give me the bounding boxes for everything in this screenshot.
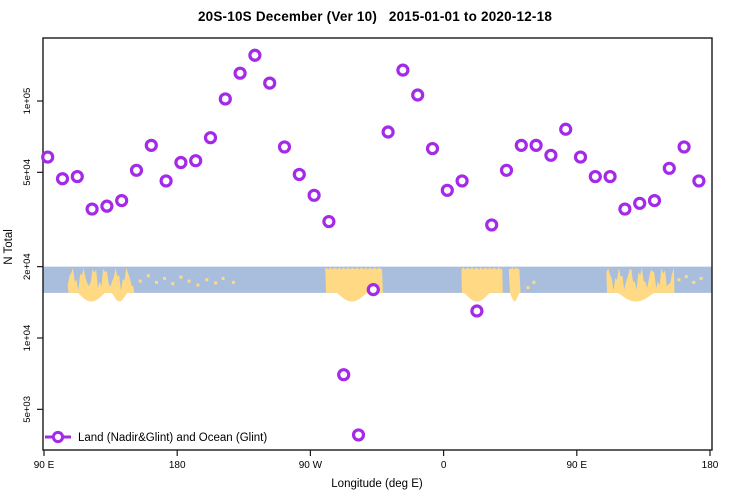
- y-tick-label: 1e+05: [22, 88, 33, 115]
- data-point: [277, 140, 292, 154]
- data-point: [351, 428, 366, 442]
- data-point: [41, 150, 55, 164]
- x-tick-label: 180: [702, 460, 719, 471]
- y-tick-label: 5e+04: [22, 159, 33, 186]
- island-dot: [692, 280, 696, 284]
- data-point: [647, 193, 662, 208]
- data-point: [70, 169, 84, 184]
- data-point: [233, 66, 247, 80]
- data-point: [618, 202, 632, 216]
- data-point: [85, 202, 99, 216]
- data-point: [381, 125, 395, 139]
- island-dot: [163, 276, 167, 280]
- data-point: [292, 167, 306, 182]
- data-point: [485, 218, 499, 232]
- island-dot: [179, 275, 183, 279]
- legend: Land (Nadir&Glint) and Ocean (Glint): [45, 430, 267, 444]
- land-polygon: [508, 267, 521, 302]
- x-tick-label: 90 W: [299, 460, 323, 471]
- data-point: [573, 150, 588, 164]
- x-tick-label: 90 E: [34, 460, 55, 471]
- data-point: [337, 368, 351, 382]
- data-point: [559, 122, 573, 136]
- data-point: [514, 138, 528, 152]
- data-point: [174, 155, 188, 170]
- data-point: [366, 283, 380, 297]
- data-point: [544, 148, 558, 162]
- land-polygon: [325, 267, 383, 302]
- island-dot: [154, 280, 158, 284]
- data-point: [144, 138, 158, 152]
- island-dot: [196, 283, 200, 287]
- data-point: [55, 172, 70, 186]
- x-tick-label: 0: [441, 460, 447, 471]
- data-point: [396, 63, 410, 77]
- x-tick-label: 90 E: [567, 460, 588, 471]
- y-tick-label: 5e+03: [22, 396, 33, 423]
- x-axis-title: Longitude (deg E): [331, 478, 423, 490]
- island-dot: [532, 280, 536, 284]
- y-tick-label: 2e+04: [22, 253, 33, 280]
- island-dot: [677, 278, 681, 282]
- data-point: [588, 169, 602, 184]
- chart-title: 20S-10S December (Ver 10) 2015-01-01 to …: [197, 9, 553, 24]
- island-dot: [526, 286, 530, 290]
- data-point: [411, 88, 425, 102]
- data-point: [455, 174, 469, 188]
- island-dot: [138, 279, 142, 283]
- island-dot: [684, 275, 688, 279]
- island-dot: [214, 281, 218, 285]
- data-point: [692, 174, 706, 188]
- land-polygon: [606, 267, 675, 302]
- island-dot: [146, 274, 150, 278]
- legend-label: Land (Nadir&Glint) and Ocean (Glint): [78, 432, 267, 444]
- island-dot: [171, 282, 175, 286]
- legend-marker-icon: [51, 430, 65, 444]
- data-point: [322, 214, 336, 229]
- data-point: [603, 169, 617, 184]
- data-point: [440, 183, 454, 197]
- data-point: [263, 76, 277, 90]
- data-point: [248, 48, 262, 62]
- data-point: [129, 163, 144, 177]
- data-point: [203, 131, 218, 145]
- y-tick-label: 1e+04: [22, 325, 33, 352]
- island-dot: [187, 279, 191, 283]
- data-point: [307, 188, 321, 202]
- plot-box: [42, 37, 713, 451]
- data-point: [189, 154, 203, 168]
- x-tick-label: 180: [169, 460, 186, 471]
- data-point: [470, 304, 484, 318]
- land-polygon: [461, 267, 503, 302]
- data-point: [159, 174, 173, 188]
- island-dot: [221, 276, 225, 280]
- data-point: [677, 140, 691, 154]
- data-point: [115, 193, 129, 208]
- data-point: [529, 138, 543, 152]
- island-dot: [205, 278, 209, 282]
- y-axis-title: N Total: [3, 229, 15, 265]
- island-dot: [699, 276, 703, 280]
- land-polygon: [67, 267, 135, 302]
- data-point: [218, 92, 232, 106]
- data-point: [499, 163, 514, 177]
- island-dot: [231, 280, 235, 284]
- data-point: [662, 161, 676, 175]
- data-point: [425, 141, 440, 156]
- data-point: [633, 196, 647, 210]
- data-point: [100, 199, 114, 213]
